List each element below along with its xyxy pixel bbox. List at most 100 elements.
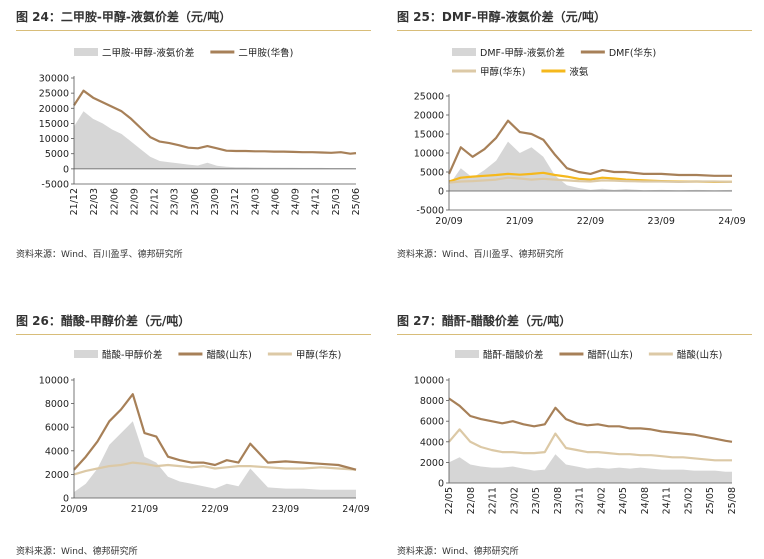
chart-svg: 醋酸-甲醇价差 醋酸(山东) 甲醇(华东) 10000 8000 6000 4000 2000… <box>39 349 370 515</box>
legend-label: 二甲胺-甲醇-液氨价差 <box>102 47 194 59</box>
y-tick-label: 8000 <box>420 396 444 407</box>
x-tick-label: 21/09 <box>131 504 158 515</box>
legend-label: 醋酸(山东) <box>677 349 722 361</box>
series-area <box>74 111 356 169</box>
x-tick-label: 23/09 <box>210 188 221 215</box>
title-divider <box>397 334 752 335</box>
x-tick-label: 22/09 <box>129 188 140 215</box>
x-tick-label: 23/12 <box>230 188 241 215</box>
legend-label: DMF(华东) <box>609 47 656 59</box>
legend-swatch-area <box>74 350 98 358</box>
y-tick-label: 20000 <box>39 104 69 115</box>
x-tick-label: 25/03 <box>331 188 342 215</box>
x-tick-label: 22/08 <box>466 487 477 514</box>
x-tick-label: 24/05 <box>618 487 629 514</box>
x-tick-label: 21/09 <box>506 216 533 227</box>
series-area <box>74 421 356 498</box>
x-tick-label: 23/08 <box>553 487 564 514</box>
chart-title: 图 26：醋酸-甲醇价差（元/吨） <box>16 314 191 328</box>
legend-swatch-area <box>74 48 98 56</box>
y-tick-label: 0 <box>438 479 444 490</box>
x-tick-label: 22/05 <box>444 487 455 514</box>
chart-source: 资料来源：Wind、德邦研究所 <box>397 547 519 557</box>
y-tick-label: 25000 <box>414 92 444 103</box>
y-tick-label: 15000 <box>414 130 444 141</box>
x-tick-label: 23/02 <box>509 487 520 514</box>
x-tick-label: 24/09 <box>291 188 302 215</box>
y-tick-label: 0 <box>63 494 69 505</box>
chart-panel-24: 图 24：二甲胺-甲醇-液氨价差（元/吨） 二甲胺-甲醇-液氨价差 二甲胺(华鲁)… <box>16 8 371 260</box>
y-tick-label: 10000 <box>39 134 69 145</box>
chart-source: 资料来源：Wind、德邦研究所 <box>16 547 138 557</box>
x-tick-label: 25/06 <box>351 188 362 215</box>
x-tick-label: 24/06 <box>270 188 281 215</box>
chart-svg: 醋酐-醋酸价差 醋酐(山东) 醋酸(山东) 10000 8000 6000 4000 2000… <box>414 349 738 514</box>
x-tick-label: 22/09 <box>577 216 604 227</box>
x-tick-label: 22/03 <box>89 188 100 215</box>
x-tick-label: 23/03 <box>170 188 181 215</box>
y-tick-label: 2000 <box>45 470 69 481</box>
x-tick-label: 25/08 <box>727 487 738 514</box>
y-tick-label: 2000 <box>420 458 444 469</box>
y-tick-label: 5000 <box>420 168 444 179</box>
legend-label: 醋酸(山东) <box>206 349 251 361</box>
x-tick-label: 24/08 <box>640 487 651 514</box>
series-line <box>448 397 733 443</box>
title-divider <box>16 30 371 31</box>
x-tick-label: 24/12 <box>311 188 322 215</box>
chart-title: 图 25：DMF-甲醇-液氨价差（元/吨） <box>397 10 606 24</box>
y-tick-label: 30000 <box>39 74 69 85</box>
chart-title: 图 24：二甲胺-甲醇-液氨价差（元/吨） <box>16 10 232 24</box>
x-tick-label: 24/02 <box>596 487 607 514</box>
y-tick-label: 0 <box>63 164 69 175</box>
x-tick-label: 23/05 <box>531 487 542 514</box>
title-divider <box>16 334 371 335</box>
series-area <box>449 454 732 483</box>
y-tick-label: 10000 <box>39 376 69 387</box>
x-tick-label: 21/12 <box>69 188 80 215</box>
chart-title: 图 27：醋酐-醋酸价差（元/吨） <box>397 314 572 328</box>
chart-svg: DMF-甲醇-液氨价差 DMF(华东) 甲醇(华东) 液氨 25000 20000 1500… <box>414 47 746 227</box>
y-tick-label: 15000 <box>39 119 69 130</box>
y-tick-label: 10000 <box>414 376 444 387</box>
chart-panel-27: 图 27：醋酐-醋酸价差（元/吨） 醋酐-醋酸价差 醋酐(山东) 醋酸(山东) 100… <box>397 312 752 557</box>
legend-label: 液氨 <box>569 66 589 78</box>
y-tick-label: 25000 <box>39 89 69 100</box>
chart-source: 资料来源：Wind、百川盈孚、德邦研究所 <box>397 250 564 260</box>
legend-label: 醋酸-甲醇价差 <box>102 349 162 361</box>
series-line <box>73 461 357 476</box>
title-divider <box>397 30 752 31</box>
y-tick-label: 20000 <box>414 111 444 122</box>
x-tick-label: 22/06 <box>109 188 120 215</box>
series-line <box>448 176 733 184</box>
legend-label: 醋酐-醋酸价差 <box>483 349 543 361</box>
x-tick-label: 20/09 <box>435 216 462 227</box>
x-tick-label: 23/06 <box>190 188 201 215</box>
legend-label: DMF-甲醇-液氨价差 <box>480 47 565 59</box>
legend-label: 甲醇(华东) <box>480 66 525 78</box>
y-tick-label: -5000 <box>41 180 69 191</box>
series-line <box>73 89 357 155</box>
y-tick-label: -5000 <box>416 206 444 217</box>
series-line <box>448 428 732 462</box>
y-tick-label: 5000 <box>45 149 69 160</box>
legend-label: 甲醇(华东) <box>296 349 341 361</box>
chart-source: 资料来源：Wind、百川盈孚、德邦研究所 <box>16 250 183 260</box>
y-tick-label: 6000 <box>420 417 444 428</box>
x-tick-label: 22/12 <box>150 188 161 215</box>
y-tick-label: 6000 <box>45 423 69 434</box>
x-tick-label: 22/11 <box>488 487 499 514</box>
chart-panel-25: 图 25：DMF-甲醇-液氨价差（元/吨） DMF-甲醇-液氨价差 DMF(华东)… <box>397 8 752 260</box>
x-tick-label: 24/11 <box>662 487 673 514</box>
y-tick-label: 4000 <box>45 446 69 457</box>
legend-label: 醋酐(山东) <box>587 349 632 361</box>
series-line <box>447 119 732 177</box>
chart-panel-26: 图 26：醋酸-甲醇价差（元/吨） 醋酸-甲醇价差 醋酸(山东) 甲醇(华东) 100… <box>16 312 371 557</box>
x-tick-label: 23/09 <box>272 504 299 515</box>
x-tick-label: 23/11 <box>575 487 586 514</box>
x-tick-label: 22/09 <box>201 504 228 515</box>
y-tick-label: 10000 <box>414 149 444 160</box>
legend-label: 二甲胺(华鲁) <box>238 47 293 59</box>
x-tick-label: 24/09 <box>718 216 745 227</box>
x-tick-label: 20/09 <box>60 504 87 515</box>
